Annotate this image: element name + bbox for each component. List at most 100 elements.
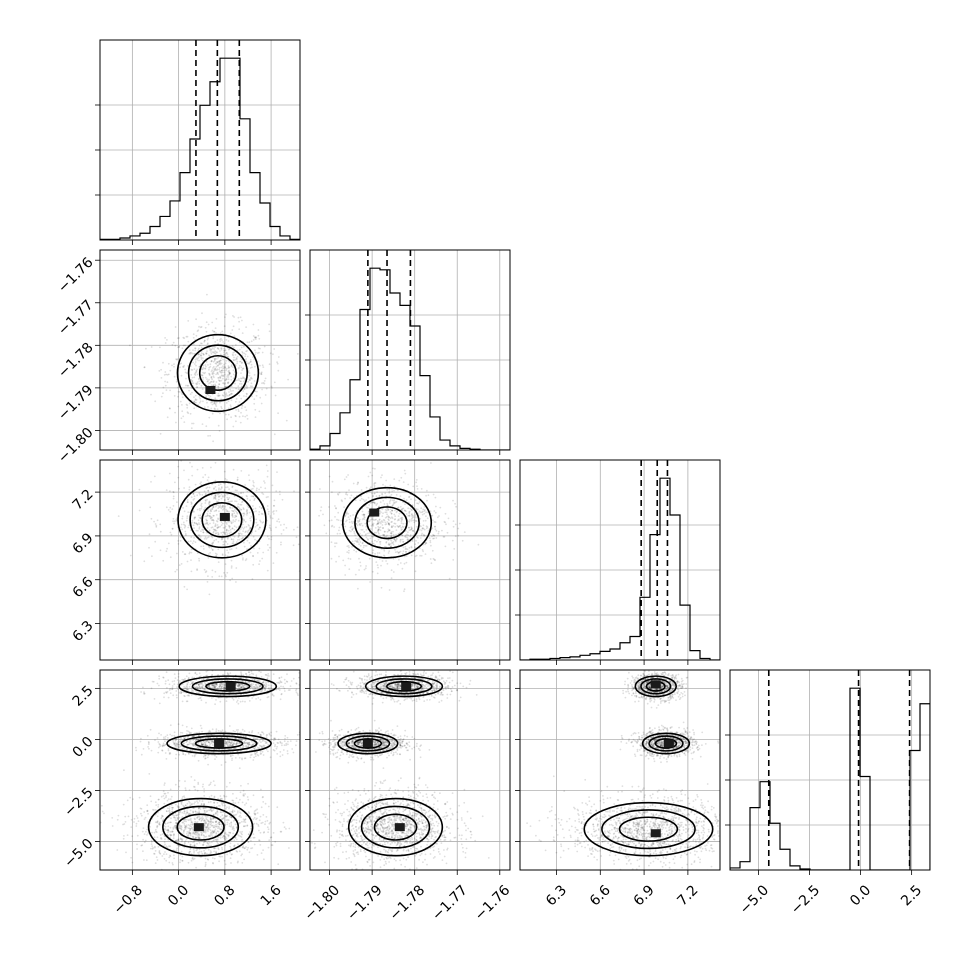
sample-point <box>200 727 203 730</box>
sample-point <box>232 369 235 372</box>
sample-point <box>412 529 414 532</box>
density-contour <box>354 496 420 549</box>
sample-point <box>423 506 426 508</box>
sample-point <box>223 498 226 501</box>
sample-point <box>217 395 220 397</box>
sample-point <box>197 697 200 700</box>
sample-point <box>231 527 234 530</box>
sample-point <box>211 744 214 746</box>
histogram-bar <box>200 105 210 240</box>
sample-point <box>363 515 366 518</box>
sample-point <box>236 699 239 702</box>
sample-point <box>236 685 239 687</box>
sample-point <box>233 742 235 744</box>
sample-point <box>164 743 167 746</box>
sample-point <box>197 734 200 737</box>
sample-point <box>289 689 291 691</box>
sample-point <box>238 341 241 344</box>
sample-point <box>373 501 375 504</box>
sample-point <box>371 542 374 545</box>
sample-point <box>349 515 352 517</box>
sample-point <box>384 492 387 495</box>
sample-point <box>283 690 286 692</box>
sample-point <box>186 384 189 387</box>
sample-point <box>237 801 240 804</box>
sample-point <box>170 533 173 536</box>
sample-point <box>239 360 242 363</box>
sample-point <box>179 740 182 743</box>
sample-point <box>226 496 229 499</box>
sample-point <box>117 814 120 817</box>
sample-point <box>270 536 273 538</box>
sample-point <box>177 723 180 725</box>
histogram-bar <box>130 236 140 240</box>
sample-point <box>206 343 209 346</box>
sample-point <box>390 512 393 515</box>
sample-point <box>209 552 212 554</box>
sample-point <box>187 540 190 543</box>
sample-point <box>250 340 253 343</box>
sample-point <box>381 520 383 522</box>
sample-point <box>211 401 214 404</box>
sample-point <box>375 504 378 506</box>
sample-point <box>240 674 243 676</box>
sample-point <box>371 523 374 526</box>
sample-point <box>401 534 403 537</box>
sample-point <box>181 515 184 518</box>
sample-point <box>175 358 178 361</box>
sample-point <box>231 744 234 746</box>
sample-point <box>219 687 222 690</box>
sample-point <box>258 488 260 491</box>
sample-point <box>212 372 215 375</box>
sample-point <box>386 509 388 512</box>
sample-point <box>206 581 209 583</box>
sample-point <box>239 421 242 424</box>
sample-point <box>379 526 382 528</box>
sample-point <box>398 552 400 554</box>
sample-point <box>184 677 186 680</box>
sample-point <box>399 517 402 520</box>
sample-point <box>188 731 191 734</box>
sample-point <box>240 537 243 540</box>
sample-point <box>211 697 213 699</box>
sample-point <box>216 493 219 496</box>
sample-point <box>147 746 150 748</box>
sample-point <box>266 470 269 472</box>
sample-point <box>234 757 237 759</box>
sample-point <box>271 693 274 695</box>
sample-point <box>260 373 262 376</box>
sample-point <box>433 510 436 512</box>
sample-point <box>375 523 378 526</box>
sample-point <box>214 686 216 689</box>
sample-point <box>256 686 259 688</box>
sample-point <box>198 691 200 694</box>
sample-point <box>188 789 191 791</box>
sample-point <box>242 491 245 494</box>
scatter-cloud <box>129 293 299 443</box>
sample-point <box>220 366 223 369</box>
sample-point <box>202 687 205 690</box>
sample-point <box>378 495 381 497</box>
sample-point <box>208 457 210 459</box>
sample-point <box>178 337 180 339</box>
sample-point <box>230 741 232 744</box>
sample-point <box>388 529 391 532</box>
sample-point <box>270 529 272 531</box>
sample-point <box>387 523 390 525</box>
sample-point <box>373 486 376 489</box>
sample-point <box>174 744 177 746</box>
sample-point <box>253 457 255 459</box>
histogram-bar <box>580 655 590 660</box>
sample-point <box>240 686 243 688</box>
sample-point <box>191 465 193 468</box>
sample-point <box>187 365 189 367</box>
sample-point <box>178 346 181 348</box>
sample-point <box>224 316 226 318</box>
sample-point <box>237 685 240 688</box>
sample-point <box>248 812 251 814</box>
sample-point <box>248 378 251 381</box>
sample-point <box>401 534 404 537</box>
sample-point <box>341 500 343 503</box>
sample-point <box>183 469 185 472</box>
sample-point <box>250 363 253 366</box>
